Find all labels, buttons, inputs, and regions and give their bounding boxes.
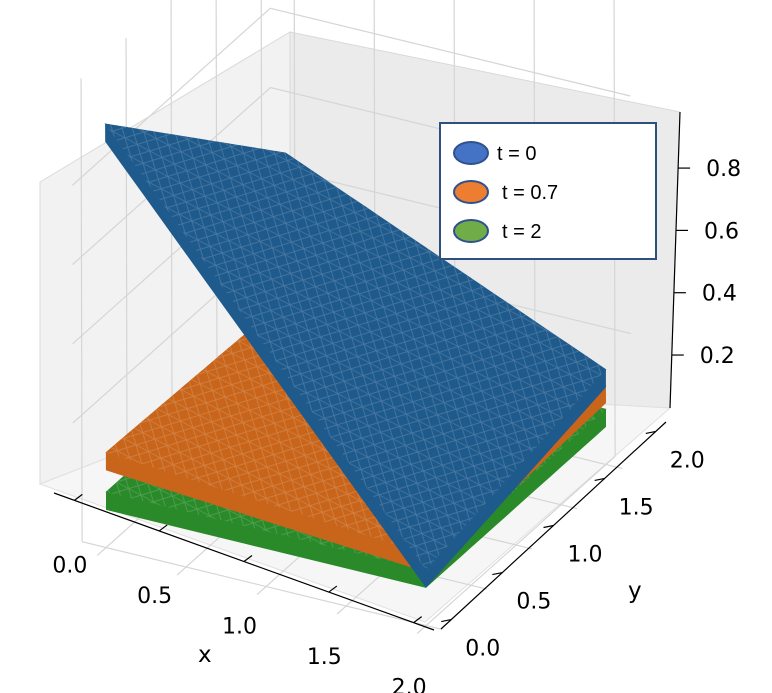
z-axis-ticks: 0.2 0.4 0.6 0.8 <box>671 157 741 369</box>
surface-t-0 <box>104 123 607 588</box>
z-axis-line <box>669 111 681 409</box>
x-tick-label: 1.0 <box>222 615 257 640</box>
surface-edge <box>105 123 426 588</box>
y-tick-label: 1.5 <box>619 495 654 520</box>
z-tick-label: 0.4 <box>702 282 737 307</box>
y-tick-label: 1.0 <box>568 543 603 568</box>
legend: t = 0 t = 0.7 t = 2 <box>439 122 657 260</box>
x-tick-label: 0.0 <box>52 553 87 578</box>
legend-swatch-t2 <box>453 219 489 243</box>
x-tick-label: 1.5 <box>307 645 342 670</box>
x-axis-label: x <box>198 642 212 668</box>
x-tick-label: 0.5 <box>137 584 172 609</box>
y-axis-ticks: 0.0 0.5 1.0 1.5 2.0 <box>441 430 705 662</box>
surface-edge <box>426 369 606 588</box>
legend-swatch-t0 <box>453 141 489 165</box>
x-tick <box>328 585 338 593</box>
grid-line <box>125 38 128 502</box>
x-tick <box>243 555 253 562</box>
y-tick <box>492 571 503 576</box>
legend-label-t0: t = 0 <box>497 143 536 165</box>
y-tick <box>594 477 605 482</box>
legend-item-t07: t = 0.7 <box>453 180 558 204</box>
y-tick-label: 0.0 <box>465 637 500 662</box>
y-tick <box>645 430 656 434</box>
grid-line <box>80 78 83 542</box>
x-tick <box>413 616 423 624</box>
surface-edge <box>106 492 426 588</box>
grid-line <box>81 541 443 631</box>
z-tick-label: 0.8 <box>706 157 741 182</box>
surface-edge <box>105 452 427 573</box>
y-axis-label: y <box>628 578 642 604</box>
x-tick <box>158 524 168 532</box>
surface-edge <box>426 409 606 588</box>
z-tick-label: 0.2 <box>700 344 735 369</box>
x-tick-label: 2.0 <box>392 676 427 693</box>
y-tick <box>543 524 554 529</box>
y-tick <box>441 619 452 623</box>
legend-item-t0: t = 0 <box>453 141 536 165</box>
surfaces <box>104 123 607 588</box>
y-tick-label: 0.5 <box>516 590 551 615</box>
z-tick-label: 0.6 <box>704 219 739 244</box>
legend-label-t2: t = 2 <box>502 221 541 243</box>
x-tick <box>73 493 83 501</box>
legend-label-t07: t = 0.7 <box>502 182 558 204</box>
x-axis-ticks: 0.0 0.5 1.0 1.5 2.0 <box>52 493 427 693</box>
grid-line <box>71 7 631 186</box>
legend-swatch-t07 <box>453 180 489 204</box>
legend-item-t2: t = 2 <box>453 219 541 243</box>
surface-mesh <box>105 123 606 571</box>
y-tick-label: 2.0 <box>670 448 705 473</box>
